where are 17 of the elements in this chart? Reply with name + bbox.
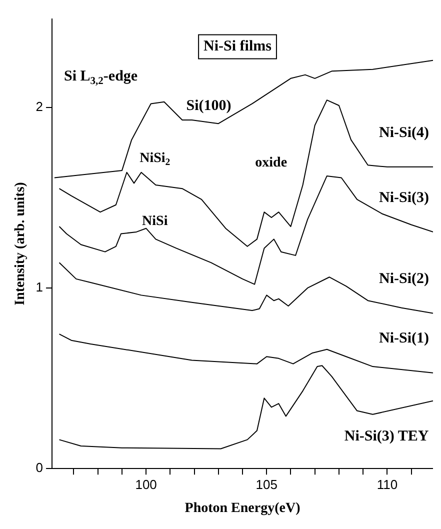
series-label: Si(100) <box>186 98 232 114</box>
x-tick-label: 100 <box>135 476 157 492</box>
y-tick-label: 2 <box>36 98 44 114</box>
x-tick-label: 105 <box>256 476 278 492</box>
y-tick-label: 0 <box>36 460 44 476</box>
x-axis-title: Photon Energy(eV) <box>184 501 301 516</box>
series-label: Ni-Si(3) TEY <box>344 428 429 445</box>
series-label: Ni-Si(3) <box>379 190 430 206</box>
y-tick-label: 1 <box>36 280 44 295</box>
annotation: Ni-Si films <box>204 38 272 55</box>
x-tick-label: 110 <box>376 476 398 492</box>
series-label: Ni-Si(1) <box>379 330 430 347</box>
annotation: NiSi <box>142 214 168 229</box>
series-label: Ni-Si(2) <box>379 271 430 288</box>
series-label: Ni-Si(4) <box>379 124 430 141</box>
y-axis-title: Intensity (arb. units) <box>13 182 28 306</box>
annotation: oxide <box>255 155 288 170</box>
